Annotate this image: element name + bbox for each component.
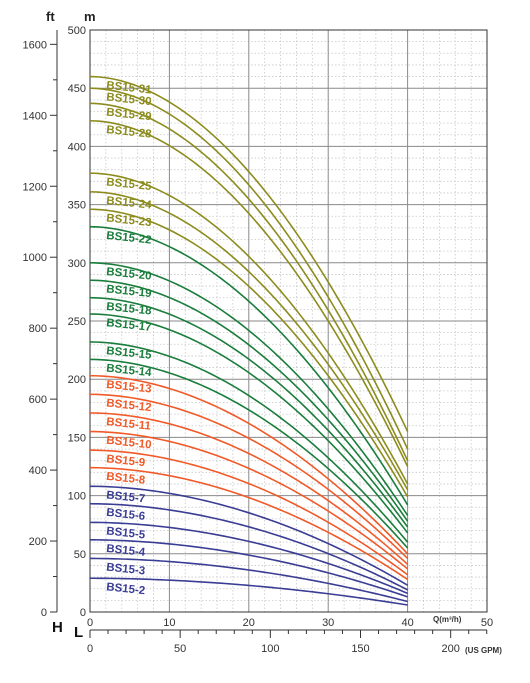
curve-label-bs15-19: BS15-19 (106, 283, 152, 300)
m-tick-label: 250 (68, 316, 86, 328)
curve-bs15-12 (89, 393, 409, 560)
curve-label-bs15-24: BS15-24 (106, 195, 153, 212)
curve-label-bs15-9: BS15-9 (106, 453, 146, 469)
curve-labels: BS15-2 BS15-3 BS15-4 BS15-5 BS15-6 BS15-7 BS15… (106, 80, 153, 598)
curve-label-bs15-22: BS15-22 (106, 230, 152, 247)
curve-bs15-15 (89, 341, 409, 543)
curve-bs15-18 (89, 296, 409, 528)
ft-tick-label: 800 (29, 323, 47, 335)
curve-bs15-22 (89, 225, 409, 506)
m-tick-label: 450 (68, 83, 86, 95)
curve-label-bs15-13: BS15-13 (106, 379, 152, 396)
curve-bs15-9 (89, 449, 409, 576)
plot-border (89, 29, 488, 613)
ft-tick-label: 1400 (23, 110, 47, 122)
curve-label-bs15-11: BS15-11 (106, 416, 152, 433)
m-tick-label: 300 (68, 258, 86, 270)
curves (89, 75, 409, 606)
curve-label-bs15-20: BS15-20 (106, 266, 152, 283)
usgpm-tick-label: 100 (261, 643, 279, 655)
curve-label-bs15-15: BS15-15 (106, 345, 153, 362)
flow-letter-l: L (74, 624, 83, 641)
head-letter-h: H (52, 619, 63, 636)
curve-bs15-2 (89, 577, 408, 606)
axes: 0200400600800100012001400160005010015020… (23, 25, 494, 655)
curve-bs15-31 (89, 75, 409, 432)
m-unit-label: m (84, 9, 96, 24)
curve-bs15-4 (89, 539, 408, 598)
curve-bs15-5 (89, 521, 408, 595)
usgpm-tick-label: 150 (351, 643, 369, 655)
usgpm-tick-label: 50 (174, 643, 186, 655)
curve-bs15-24 (89, 191, 409, 491)
curve-label-bs15-28: BS15-28 (106, 124, 153, 141)
ft-unit-label: ft (46, 9, 55, 24)
curve-label-bs15-10: BS15-10 (106, 435, 152, 452)
q-tick-label: 0 (87, 617, 93, 629)
usgpm-tick-label: 200 (441, 643, 459, 655)
ft-tick-label: 200 (29, 536, 47, 548)
curve-label-bs15-30: BS15-30 (106, 91, 152, 108)
curve-label-bs15-12: BS15-12 (106, 397, 152, 414)
curve-bs15-17 (89, 313, 409, 534)
m-tick-label: 400 (68, 141, 86, 153)
ft-tick-label: 0 (41, 607, 47, 619)
curve-bs15-7 (89, 485, 409, 586)
q-tick-label: 20 (243, 617, 255, 629)
curve-bs15-11 (89, 412, 409, 565)
curve-bs15-3 (89, 557, 408, 603)
curve-label-bs15-8: BS15-8 (106, 471, 147, 487)
q-tick-label: 30 (322, 617, 334, 629)
ft-tick-label: 1600 (23, 39, 47, 51)
ft-tick-label: 400 (29, 465, 47, 477)
curve-bs15-28 (89, 119, 409, 467)
ft-tick-label: 600 (29, 394, 47, 406)
curve-label-bs15-5: BS15-5 (106, 525, 147, 541)
grid (89, 29, 488, 613)
curve-label-bs15-23: BS15-23 (106, 212, 152, 229)
curve-bs15-13 (89, 374, 409, 555)
curve-label-bs15-29: BS15-29 (106, 107, 152, 124)
q-tick-label: 10 (163, 617, 175, 629)
curve-label-bs15-25: BS15-25 (106, 176, 153, 193)
m-tick-label: 100 (68, 491, 86, 503)
curve-label-bs15-31: BS15-31 (106, 80, 153, 97)
curve-label-bs15-4: BS15-4 (106, 543, 147, 559)
curve-bs15-8 (89, 466, 409, 581)
m-tick-label: 200 (68, 374, 86, 386)
curve-label-bs15-6: BS15-6 (106, 507, 146, 523)
usgpm-tick-label: 0 (87, 643, 93, 655)
curve-label-bs15-3: BS15-3 (106, 562, 146, 578)
q-tick-label: 40 (401, 617, 413, 629)
flow-m3h-unit-label: Q(m³/h) (433, 615, 462, 624)
m-tick-label: 350 (68, 200, 86, 212)
m-tick-label: 50 (74, 549, 86, 561)
curve-bs15-25 (89, 172, 409, 485)
q-tick-label: 50 (481, 617, 493, 629)
curve-bs15-23 (89, 208, 409, 498)
curve-bs15-19 (89, 279, 409, 522)
m-tick-label: 500 (68, 25, 86, 37)
curve-label-bs15-17: BS15-17 (106, 317, 152, 334)
ft-tick-label: 1000 (23, 252, 47, 264)
curve-bs15-6 (89, 502, 408, 591)
curve-bs15-30 (89, 87, 409, 450)
curve-bs15-10 (89, 430, 409, 570)
curve-bs15-14 (89, 358, 409, 549)
curve-label-bs15-18: BS15-18 (106, 301, 153, 318)
m-tick-label: 150 (68, 432, 86, 444)
curve-label-bs15-2: BS15-2 (106, 581, 146, 597)
curve-bs15-20 (89, 262, 409, 516)
m-tick-label: 0 (80, 607, 86, 619)
curve-label-bs15-7: BS15-7 (106, 489, 146, 505)
ft-tick-label: 1200 (23, 181, 47, 193)
curve-label-bs15-14: BS15-14 (106, 363, 153, 380)
curve-bs15-29 (89, 102, 409, 462)
flow-usgpm-unit-label: (US GPM) (465, 646, 502, 655)
